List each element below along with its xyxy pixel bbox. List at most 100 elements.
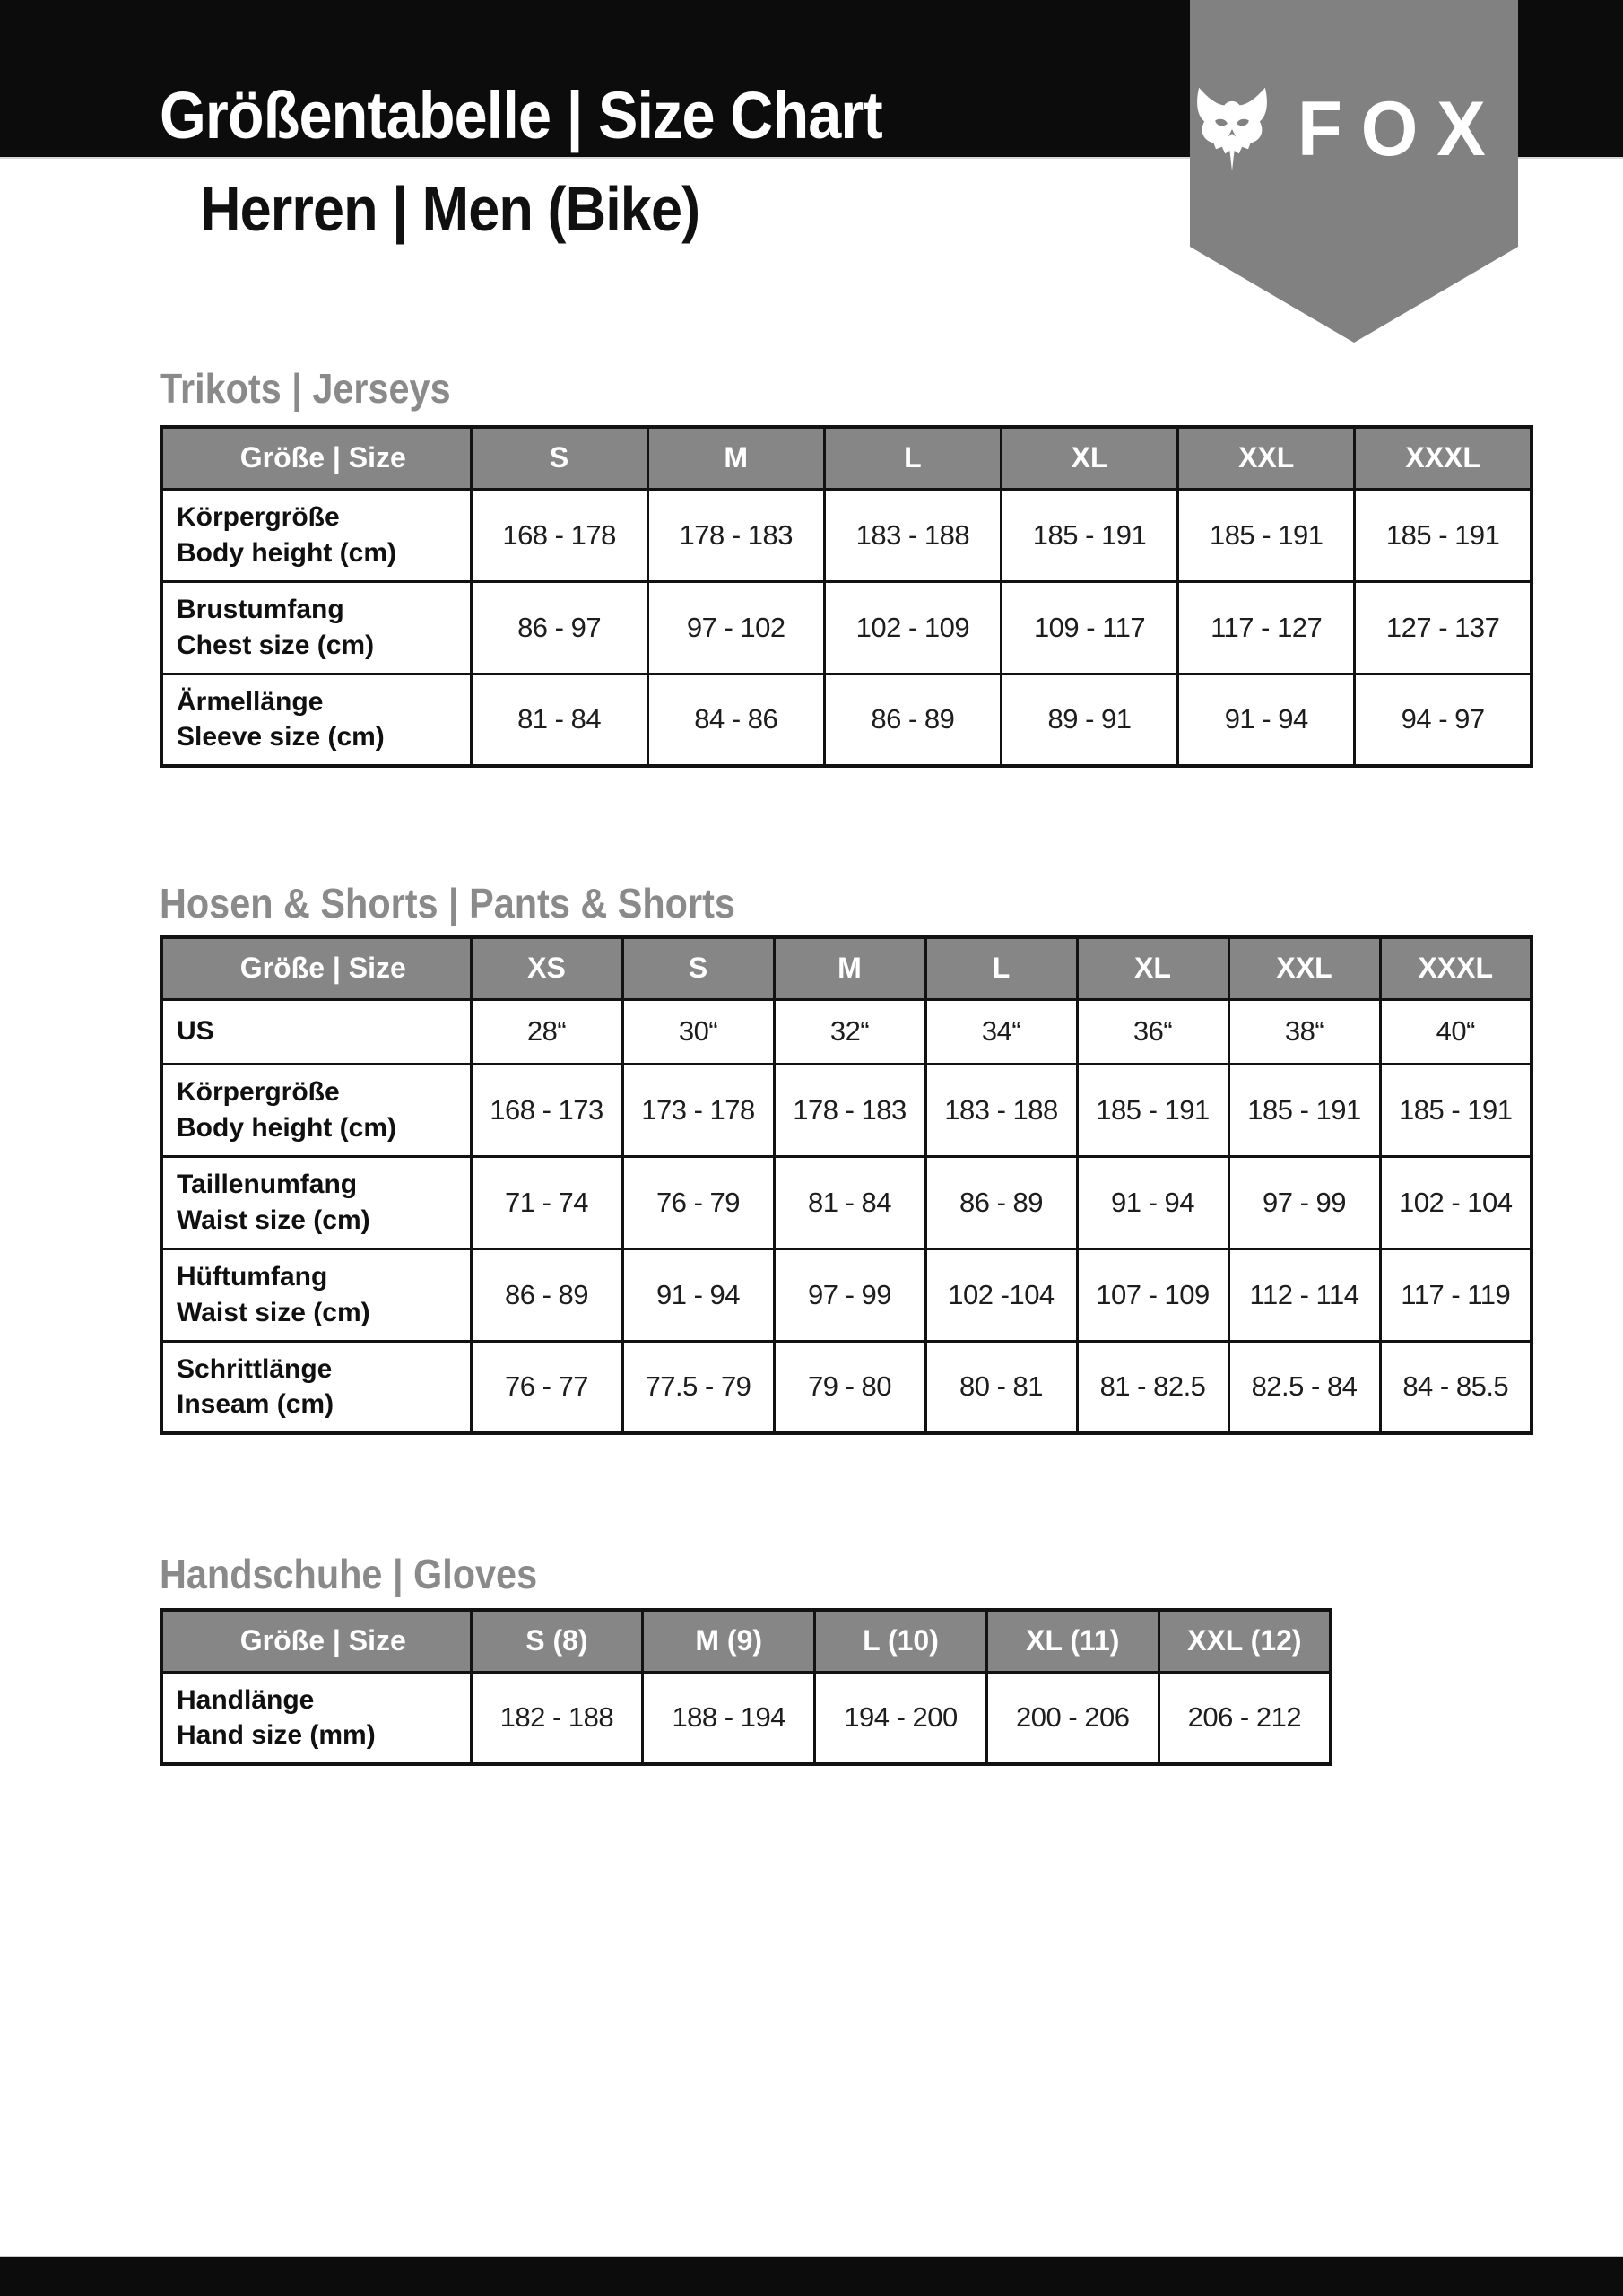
size-value: 127 - 137 [1353,579,1533,675]
table-row: Hüftumfang Waist size (cm) 86 - 89 91 - … [160,1247,1533,1343]
fox-head-icon [1196,87,1267,171]
row-label: Ärmellänge Sleeve size (cm) [160,672,473,768]
size-value: 183 - 188 [822,487,1002,583]
size-value: 91 - 94 [1176,672,1357,768]
row-label: Handlänge Hand size (mm) [160,1670,473,1766]
row-label-en: Hand size (mm) [177,1720,376,1751]
size-value: 30“ [621,997,776,1065]
size-value: 79 - 80 [772,1339,927,1435]
size-value: 185 - 191 [1075,1062,1230,1158]
size-value: 86 - 89 [469,1247,624,1343]
size-value: 40“ [1378,997,1533,1065]
section-title-jerseys: Trikots | Jerseys [160,365,451,412]
row-label: Körpergröße Body height (cm) [160,1062,473,1158]
row-label-de: Schrittlänge [177,1353,333,1384]
row-label-de: Ärmellänge [177,686,324,717]
row-label-de: Körpergröße [177,1076,340,1107]
row-label-en: Waist size (cm) [177,1205,370,1235]
size-value: 80 - 81 [924,1339,1079,1435]
size-value: 102 - 104 [1378,1154,1533,1250]
size-value: 206 - 212 [1157,1670,1332,1766]
column-header: Größe | Size [160,935,473,1001]
size-value: 81 - 82.5 [1075,1339,1230,1435]
row-label-en: Waist size (cm) [177,1297,370,1327]
size-value: 91 - 94 [621,1247,776,1343]
table-row: US 28“ 30“ 32“ 34“ 36“ 38“ 40“ [160,997,1533,1065]
column-header: L (10) [813,1608,988,1674]
column-header: XL (11) [985,1608,1160,1674]
column-header: M [646,425,826,491]
size-value: 112 - 114 [1227,1247,1382,1343]
column-header: XL [1075,935,1230,1001]
size-value: 182 - 188 [469,1670,645,1766]
column-header: S [469,425,649,491]
size-value: 109 - 117 [999,579,1180,675]
size-value: 86 - 97 [469,579,649,675]
table-header-row: Größe | Size S (8) M (9) L (10) XL (11) … [160,1608,1332,1674]
size-value: 185 - 191 [999,487,1180,583]
page-title: Größentabelle | Size Chart [160,78,883,152]
table-header-row: Größe | Size XS S M L XL XXL XXXL [160,935,1533,1001]
row-label-de: Körpergröße [177,501,340,532]
row-label: Taillenumfang Waist size (cm) [160,1154,473,1250]
size-value: 76 - 79 [621,1154,776,1250]
size-value: 178 - 183 [772,1062,927,1158]
table-header-row: Größe | Size S M L XL XXL XXXL [160,425,1533,491]
row-label: Körpergröße Body height (cm) [160,487,473,583]
size-value: 107 - 109 [1075,1247,1230,1343]
size-value: 84 - 85.5 [1378,1339,1533,1435]
jerseys-size-table: Größe | Size S M L XL XXL XXXL Körpergrö… [160,425,1533,768]
column-header: M (9) [641,1608,817,1674]
column-header: XXL (12) [1157,1608,1332,1674]
size-value: 200 - 206 [985,1670,1160,1766]
brand-lockup: FOX [1190,86,1518,172]
size-value: 117 - 127 [1176,579,1357,675]
size-value: 97 - 102 [646,579,826,675]
row-label-en: Chest size (cm) [177,630,375,660]
size-value: 38“ [1227,997,1382,1065]
size-value: 36“ [1075,997,1230,1065]
column-header: XXXL [1353,425,1533,491]
row-label: Schrittlänge Inseam (cm) [160,1339,473,1435]
column-header: S (8) [469,1608,645,1674]
size-value: 84 - 86 [646,672,826,768]
section-title-gloves: Handschuhe | Gloves [160,1551,538,1597]
column-header: S [621,935,776,1001]
size-value: 34“ [924,997,1079,1065]
size-value: 188 - 194 [641,1670,817,1766]
row-label: US [160,997,473,1065]
size-value: 77.5 - 79 [621,1339,776,1435]
column-header: M [772,935,927,1001]
size-value: 117 - 119 [1378,1247,1533,1343]
row-label-en: Body height (cm) [177,1112,396,1143]
table-row: Brustumfang Chest size (cm) 86 - 97 97 -… [160,579,1533,675]
size-value: 76 - 77 [469,1339,624,1435]
size-value: 185 - 191 [1176,487,1357,583]
size-value: 168 - 173 [469,1062,624,1158]
fox-wordmark: FOX [1297,86,1505,172]
column-header: L [822,425,1002,491]
gloves-size-table: Größe | Size S (8) M (9) L (10) XL (11) … [160,1608,1332,1766]
size-value: 81 - 84 [772,1154,927,1250]
size-value: 86 - 89 [822,672,1002,768]
table-row: Handlänge Hand size (mm) 182 - 188 188 -… [160,1670,1332,1766]
size-value: 185 - 191 [1378,1062,1533,1158]
size-value: 91 - 94 [1075,1154,1230,1250]
row-label: Brustumfang Chest size (cm) [160,579,473,675]
size-value: 28“ [469,997,624,1065]
size-value: 102 -104 [924,1247,1079,1343]
size-value: 168 - 178 [469,487,649,583]
size-value: 32“ [772,997,927,1065]
row-label-en: Sleeve size (cm) [177,722,385,752]
size-value: 97 - 99 [772,1247,927,1343]
size-value: 173 - 178 [621,1062,776,1158]
column-header: L [924,935,1079,1001]
row-label-en: Body height (cm) [177,537,396,568]
section-title-pants: Hosen & Shorts | Pants & Shorts [160,880,735,926]
row-label-de: US [177,1016,214,1047]
row-label: Hüftumfang Waist size (cm) [160,1247,473,1343]
size-value: 89 - 91 [999,672,1180,768]
brand-banner: FOX [1190,0,1518,343]
size-value: 185 - 191 [1353,487,1533,583]
row-label-en: Inseam (cm) [177,1389,334,1420]
